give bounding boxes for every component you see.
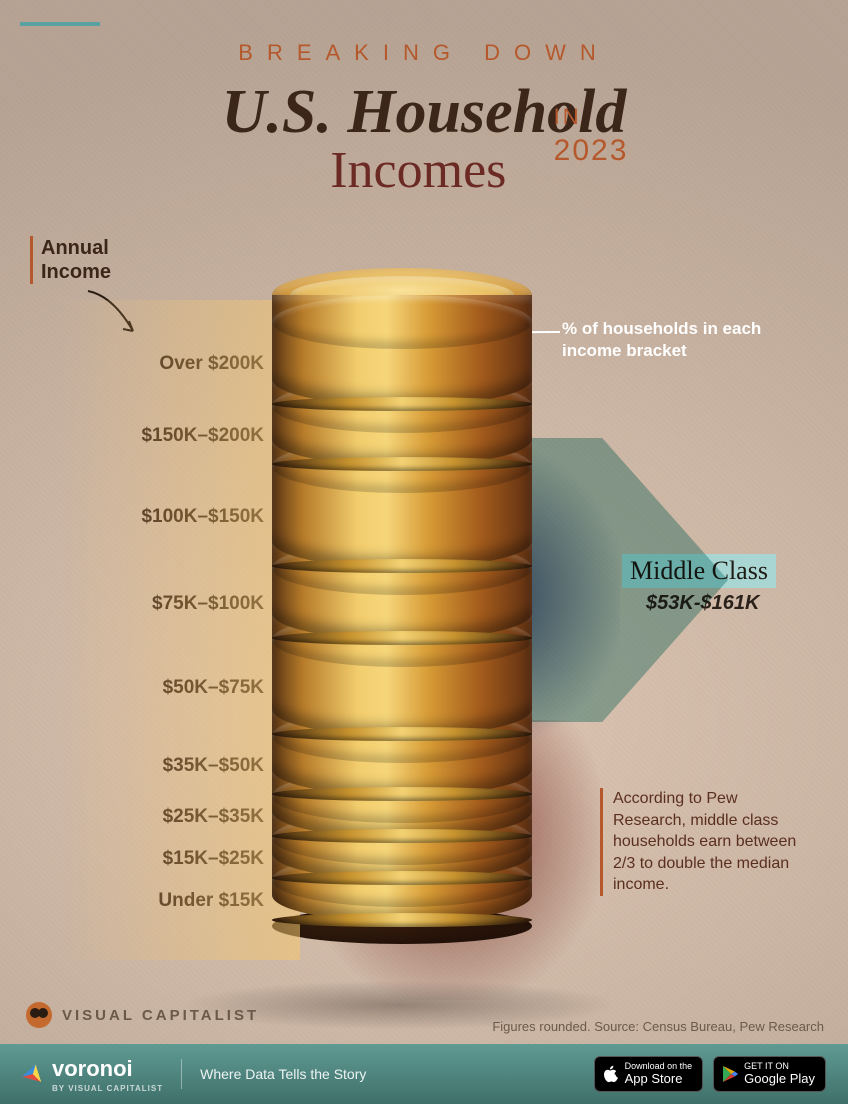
source-note: Figures rounded. Source: Census Bureau, … [492,1019,824,1034]
axis-label-l2: Income [41,260,111,284]
bracket-label: Over $200K [159,353,264,375]
apple-icon [603,1065,619,1083]
axis-label: Annual Income [30,236,111,284]
google-big: Google Play [744,1072,815,1086]
pew-note: According to Pew Research, middle class … [600,788,810,896]
appstore-small: Download on the [625,1061,693,1071]
vc-brand-text: VISUAL CAPITALIST [62,1007,259,1024]
google-small: GET IT ON [744,1061,789,1071]
income-cylinder [272,268,532,944]
bracket-label: $150K–$200K [141,425,264,447]
voronoi-separator [181,1059,182,1089]
title-side: IN 2023 [554,104,629,168]
bracket-label: $25K–$35K [163,806,264,828]
vc-icon [26,1002,52,1028]
bracket-label: $15K–$25K [163,848,264,870]
axis-arrow-icon [83,286,153,346]
header-accent-line [20,22,100,26]
voronoi-byline: BY VISUAL CAPITALIST [52,1084,163,1093]
bracket-label: Under $15K [158,890,264,912]
title-side-year: 2023 [554,134,629,168]
header: BREAKING DOWN U.S. Household Incomes IN … [0,40,848,200]
title-side-in: IN [554,104,629,130]
appstore-big: App Store [625,1072,693,1086]
eyebrow-text: BREAKING DOWN [0,40,848,66]
voronoi-bar: voronoi BY VISUAL CAPITALIST Where Data … [0,1044,848,1104]
bracket-label: $50K–$75K [163,677,264,699]
bracket-label: $75K–$100K [152,593,264,615]
app-store-badge[interactable]: Download on the App Store [594,1056,704,1092]
bracket-label: $100K–$150K [141,506,264,528]
visual-capitalist-logo: VISUAL CAPITALIST [26,1002,259,1028]
right-note: % of households in each income bracket [562,318,762,362]
title-block: U.S. Household Incomes IN 2023 [222,80,627,200]
google-play-badge[interactable]: GET IT ON Google Play [713,1056,826,1092]
voronoi-name: voronoi [52,1056,163,1082]
cylinder-segment [272,295,532,406]
axis-label-l1: Annual [41,236,111,260]
store-badges: Download on the App Store GET IT ON Goog… [594,1056,826,1092]
voronoi-logo: voronoi BY VISUAL CAPITALIST [22,1056,163,1093]
google-play-icon [722,1065,738,1083]
bracket-label: $35K–$50K [163,755,264,777]
voronoi-tagline: Where Data Tells the Story [200,1066,366,1082]
voronoi-mark-icon [20,1061,47,1088]
